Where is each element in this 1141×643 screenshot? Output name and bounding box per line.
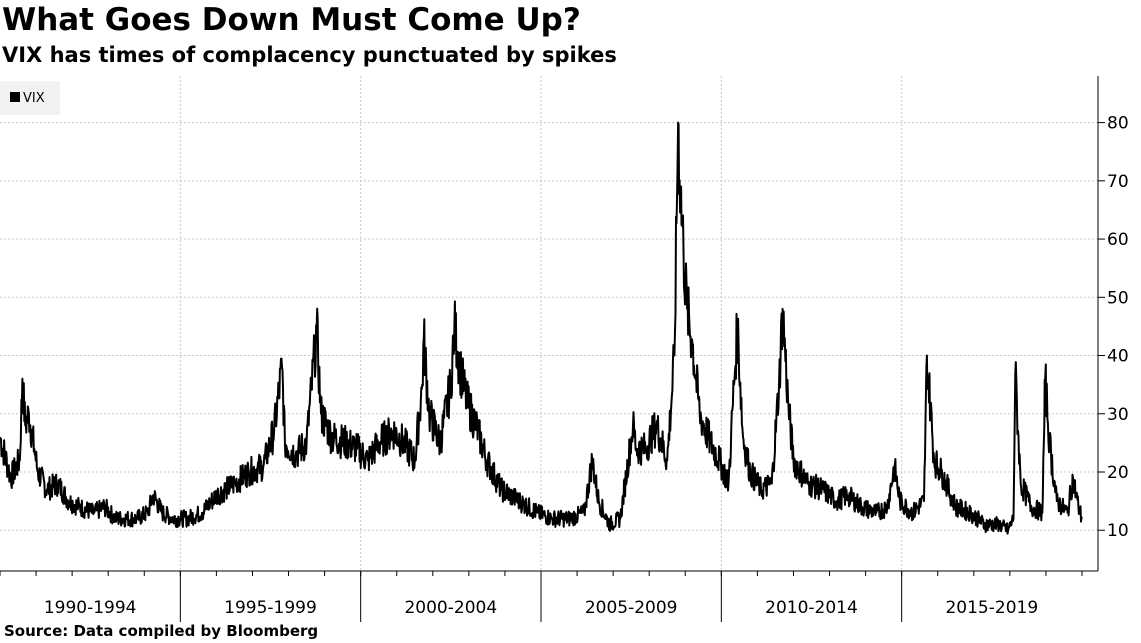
y-tick-label-20: 20 — [1107, 463, 1129, 483]
y-tick-label-40: 40 — [1107, 347, 1129, 367]
chart-title: What Goes Down Must Come Up? — [2, 2, 581, 38]
x-category-label-2000-2004: 2000-2004 — [404, 598, 497, 618]
y-tick-label-70: 70 — [1107, 172, 1129, 192]
series-line-vix — [0, 121, 1083, 535]
y-tick-label-30: 30 — [1107, 405, 1129, 425]
legend-label-vix: VIX — [23, 91, 45, 106]
gridlines — [0, 76, 1098, 571]
x-category-label-2010-2014: 2010-2014 — [765, 598, 858, 618]
source-note: Source: Data compiled by Bloomberg — [4, 622, 319, 640]
y-tick-label-80: 80 — [1107, 114, 1129, 134]
y-tick-label-60: 60 — [1107, 230, 1129, 250]
series-layer — [0, 121, 1083, 535]
x-category-label-2015-2019: 2015-2019 — [945, 598, 1038, 618]
axes: 10 20 30 40 50 60 70 80 1990-1994 1995-1999 2000-2… — [0, 76, 1129, 622]
chart-subtitle: VIX has times of complacency punctuated … — [2, 43, 617, 67]
x-category-label-1995-1999: 1995-1999 — [224, 598, 317, 618]
x-category-label-1990-1994: 1990-1994 — [44, 598, 137, 618]
y-tick-label-10: 10 — [1107, 521, 1129, 541]
y-tick-label-50: 50 — [1107, 288, 1129, 308]
legend: VIX — [0, 81, 60, 115]
x-category-label-2005-2009: 2005-2009 — [585, 598, 678, 618]
legend-swatch-vix — [10, 92, 20, 102]
